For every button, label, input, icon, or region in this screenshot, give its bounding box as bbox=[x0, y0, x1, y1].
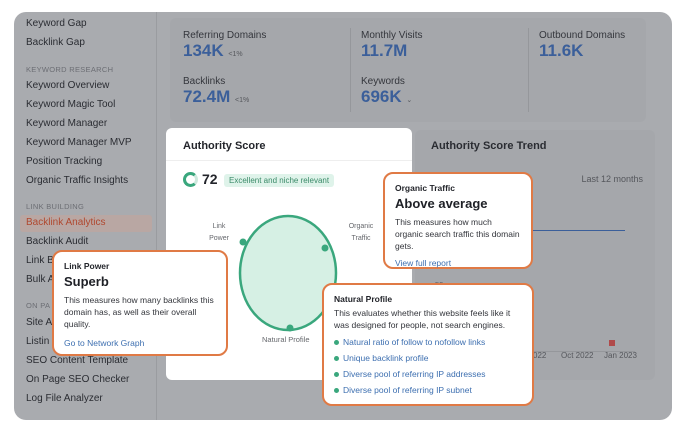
sidebar-item[interactable]: Listin bbox=[26, 336, 50, 347]
natural-profile-popup: Natural Profile This evaluates whether t… bbox=[322, 283, 534, 406]
natural-item[interactable]: Unique backlink profile bbox=[334, 353, 522, 363]
sidebar-item-keyword-gap[interactable]: Keyword Gap bbox=[26, 18, 87, 29]
sidebar-item[interactable]: Log File Analyzer bbox=[26, 393, 103, 404]
bullet-icon bbox=[334, 339, 339, 345]
section-on-page: ON PA bbox=[26, 301, 51, 310]
x-tick: 022 bbox=[533, 351, 547, 360]
x-tick: Jan 2023 bbox=[604, 351, 637, 360]
section-link-building: LINK BUILDING bbox=[26, 202, 85, 211]
divider bbox=[528, 28, 529, 112]
x-tick: Oct 2022 bbox=[561, 351, 594, 360]
label-organic: Organic Traffic bbox=[348, 223, 374, 242]
sidebar: Keyword Gap Backlink Gap KEYWORD RESEARC… bbox=[14, 12, 157, 420]
flag-icon[interactable] bbox=[609, 340, 615, 346]
sidebar-item[interactable]: Position Tracking bbox=[26, 156, 103, 167]
network-graph-link[interactable]: Go to Network Graph bbox=[64, 338, 145, 348]
sidebar-item[interactable]: SEO Content Template bbox=[26, 355, 129, 366]
sidebar-item[interactable]: Keyword Magic Tool bbox=[26, 99, 116, 110]
full-report-link[interactable]: View full report bbox=[395, 258, 452, 268]
sidebar-item[interactable]: Keyword Manager MVP bbox=[26, 137, 132, 148]
bullet-icon bbox=[334, 387, 339, 393]
sidebar-item[interactable]: Keyword Overview bbox=[26, 80, 110, 91]
sidebar-item[interactable]: Organic Traffic Insights bbox=[26, 175, 129, 186]
period-selector[interactable]: Last 12 months bbox=[581, 174, 643, 184]
trend-line bbox=[525, 230, 625, 231]
score-badge: Excellent and niche relevant bbox=[224, 174, 335, 187]
active-highlight bbox=[20, 215, 152, 232]
app-window: Keyword Gap Backlink Gap KEYWORD RESEARC… bbox=[14, 12, 672, 420]
stat-referring-domains: Referring Domains 134K <1% bbox=[183, 30, 267, 60]
x-axis bbox=[435, 351, 635, 352]
stat-keywords: Keywords 696K ⌄ bbox=[361, 76, 413, 106]
referring-domains-value[interactable]: 134K bbox=[183, 41, 224, 60]
keywords-value[interactable]: 696K bbox=[361, 87, 402, 106]
sidebar-item-backlink-analytics[interactable]: Backlink Analytics bbox=[26, 217, 106, 228]
backlinks-value[interactable]: 72.4M bbox=[183, 87, 231, 106]
natural-item[interactable]: Diverse pool of referring IP addresses bbox=[334, 369, 522, 379]
sidebar-item[interactable]: On Page SEO Checker bbox=[26, 374, 130, 385]
divider bbox=[350, 28, 351, 112]
label-natural: Natural Profile bbox=[262, 335, 310, 344]
sidebar-item[interactable]: Bulk A bbox=[26, 274, 55, 285]
divider bbox=[166, 160, 412, 161]
natural-item[interactable]: Natural ratio of follow to nofollow link… bbox=[334, 337, 522, 347]
score-value: 72 bbox=[202, 171, 218, 187]
organic-point bbox=[321, 244, 329, 252]
natural-item[interactable]: Diverse pool of referring IP subnet bbox=[334, 385, 522, 395]
organic-traffic-popup: Organic Traffic Above average This measu… bbox=[383, 172, 533, 269]
bullet-icon bbox=[334, 355, 339, 361]
sidebar-item[interactable]: Keyword Manager bbox=[26, 118, 108, 129]
sidebar-item[interactable]: Site A bbox=[26, 317, 53, 328]
score-ring-icon bbox=[183, 172, 198, 187]
stat-monthly-visits: Monthly Visits 11.7M bbox=[361, 30, 423, 60]
label-link-power: Link Power bbox=[209, 223, 229, 242]
link-power-point bbox=[239, 238, 247, 246]
sidebar-item[interactable]: Link B bbox=[26, 255, 54, 266]
sidebar-item-backlink-gap[interactable]: Backlink Gap bbox=[26, 37, 85, 48]
bullet-icon bbox=[334, 371, 339, 377]
stat-backlinks: Backlinks 72.4M <1% bbox=[183, 76, 250, 106]
natural-point bbox=[286, 324, 294, 332]
sidebar-item[interactable]: Backlink Audit bbox=[26, 236, 89, 247]
stats-panel: Referring Domains 134K <1% Backlinks 72.… bbox=[170, 18, 646, 122]
authority-radar bbox=[238, 214, 338, 332]
chevron-down-icon[interactable]: ⌄ bbox=[406, 97, 413, 104]
trend-title: Authority Score Trend bbox=[431, 140, 547, 152]
card-title: Authority Score bbox=[183, 140, 266, 152]
stat-outbound-domains: Outbound Domains 11.6K bbox=[539, 30, 626, 60]
link-power-popup: Link Power Superb This measures how many… bbox=[52, 250, 228, 356]
section-keyword-research: KEYWORD RESEARCH bbox=[26, 65, 114, 74]
